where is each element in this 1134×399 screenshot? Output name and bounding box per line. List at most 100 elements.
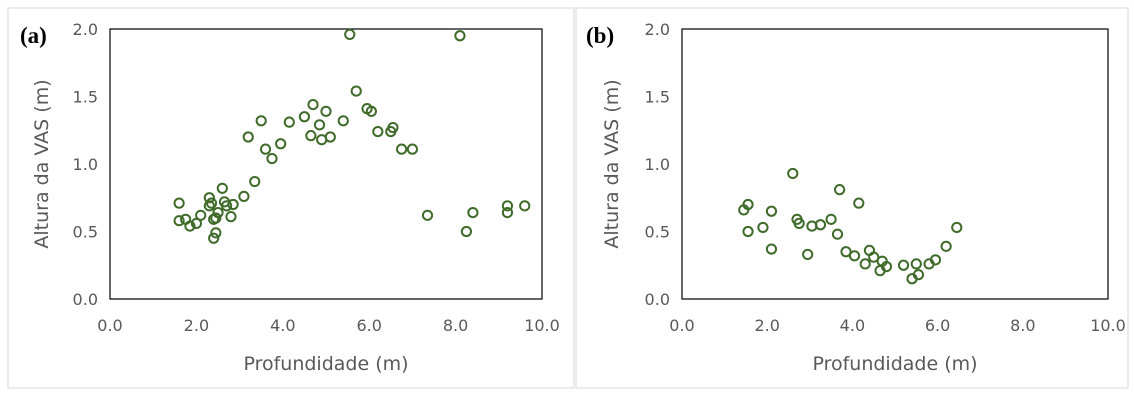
data-point — [501, 207, 514, 219]
data-point — [834, 184, 846, 196]
data-point — [868, 251, 880, 263]
panel-label: (b) — [586, 23, 614, 48]
data-point — [880, 261, 893, 273]
data-point — [227, 198, 239, 211]
data-point — [372, 126, 384, 138]
data-point — [184, 220, 196, 232]
data-point — [951, 221, 963, 234]
y-tick-label: 1.0 — [645, 155, 670, 174]
data-point — [757, 221, 769, 234]
data-point — [460, 225, 472, 238]
data-point — [259, 143, 272, 155]
data-point — [275, 138, 287, 150]
data-point — [298, 111, 310, 123]
data-point — [396, 143, 408, 155]
data-point — [814, 219, 827, 231]
data-point — [840, 246, 852, 258]
data-point — [203, 200, 215, 212]
chart-panel-0: 0.0 0.5 1.0 1.5 2.0 0.0 2.0 4.0 6.0 8.0 10.0 Profun… — [7, 7, 575, 389]
x-tick-label: 6.0 — [925, 316, 950, 335]
data-point — [501, 200, 514, 212]
data-point — [848, 250, 861, 262]
data-point — [802, 248, 814, 261]
data-point — [337, 115, 349, 127]
data-point — [793, 217, 805, 229]
plot-area-border — [109, 28, 543, 300]
data-point — [765, 243, 778, 255]
y-tick-label: 0.0 — [73, 290, 98, 309]
data-point — [216, 182, 228, 194]
data-point — [365, 105, 377, 117]
data-point — [238, 190, 250, 202]
data-point — [929, 254, 942, 266]
x-tick-label: 0.0 — [97, 316, 122, 335]
y-tick-label: 2.0 — [645, 20, 670, 39]
data-point — [307, 99, 319, 111]
data-point — [765, 205, 778, 217]
data-point — [831, 228, 844, 240]
y-axis-title: Altura da VAS (m) — [601, 79, 623, 248]
data-point — [912, 269, 925, 281]
x-tick-label: 0.0 — [669, 316, 694, 335]
data-point — [305, 130, 317, 142]
plot-area-border — [681, 28, 1109, 300]
x-tick-label: 2.0 — [184, 316, 209, 335]
data-point — [742, 198, 754, 211]
data-point — [205, 197, 218, 209]
data-point — [454, 30, 466, 42]
chart-panel-1: 0.0 0.5 1.0 1.5 2.0 0.0 2.0 4.0 6.0 8.0 10.0 Profun… — [575, 7, 1129, 389]
data-point — [344, 28, 356, 41]
panel-frame — [7, 7, 575, 389]
data-point — [467, 207, 479, 219]
y-tick-label: 1.5 — [73, 88, 98, 107]
data-point — [406, 143, 418, 155]
data-point — [940, 240, 952, 252]
x-tick-label: 4.0 — [270, 316, 295, 335]
x-tick-label: 8.0 — [443, 316, 468, 335]
data-point — [266, 153, 278, 165]
data-point — [203, 192, 215, 204]
x-axis-title: Profundidade (m) — [243, 353, 408, 375]
data-point — [212, 207, 224, 219]
panel-label: (a) — [20, 23, 47, 48]
data-point — [825, 213, 837, 225]
y-tick-label: 0.0 — [645, 290, 670, 309]
data-point — [387, 121, 399, 134]
x-tick-label: 8.0 — [1010, 316, 1035, 335]
data-point — [313, 119, 326, 131]
data-point — [225, 211, 237, 223]
data-point — [910, 258, 922, 270]
data-point — [897, 259, 910, 271]
y-tick-label: 0.5 — [73, 223, 98, 242]
x-tick-label: 4.0 — [840, 316, 865, 335]
data-point — [210, 227, 222, 239]
data-point — [421, 209, 434, 221]
data-point — [221, 200, 233, 212]
data-point — [283, 116, 295, 128]
data-point — [742, 225, 754, 238]
data-point — [320, 105, 332, 117]
y-tick-label: 2.0 — [73, 20, 98, 39]
y-axis-title: Altura da VAS (m) — [31, 79, 53, 248]
data-point — [173, 197, 185, 209]
y-tick-label: 1.0 — [73, 155, 98, 174]
x-tick-label: 2.0 — [754, 316, 779, 335]
data-point — [853, 197, 865, 209]
data-point — [173, 215, 185, 227]
data-point — [859, 258, 871, 270]
data-point — [255, 115, 267, 127]
data-point — [324, 131, 336, 143]
data-point — [208, 232, 220, 244]
data-point — [195, 209, 207, 221]
x-tick-label: 6.0 — [356, 316, 381, 335]
data-point — [249, 175, 261, 188]
x-tick-label: 10.0 — [1090, 316, 1126, 335]
data-point — [242, 131, 254, 143]
data-point — [210, 212, 222, 224]
data-point — [519, 200, 531, 212]
x-tick-label: 10.0 — [524, 316, 560, 335]
data-point — [350, 85, 362, 97]
y-tick-label: 1.5 — [645, 88, 670, 107]
